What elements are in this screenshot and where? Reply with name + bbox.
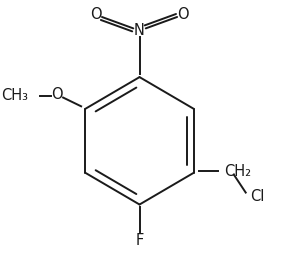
Text: CH₂: CH₂ — [224, 164, 252, 179]
Text: CH₃: CH₃ — [1, 88, 28, 103]
Text: O: O — [51, 87, 63, 102]
Text: N: N — [134, 23, 145, 38]
Text: O: O — [178, 7, 189, 22]
Text: O: O — [90, 7, 101, 22]
Text: F: F — [135, 233, 144, 248]
Text: Cl: Cl — [250, 189, 264, 204]
